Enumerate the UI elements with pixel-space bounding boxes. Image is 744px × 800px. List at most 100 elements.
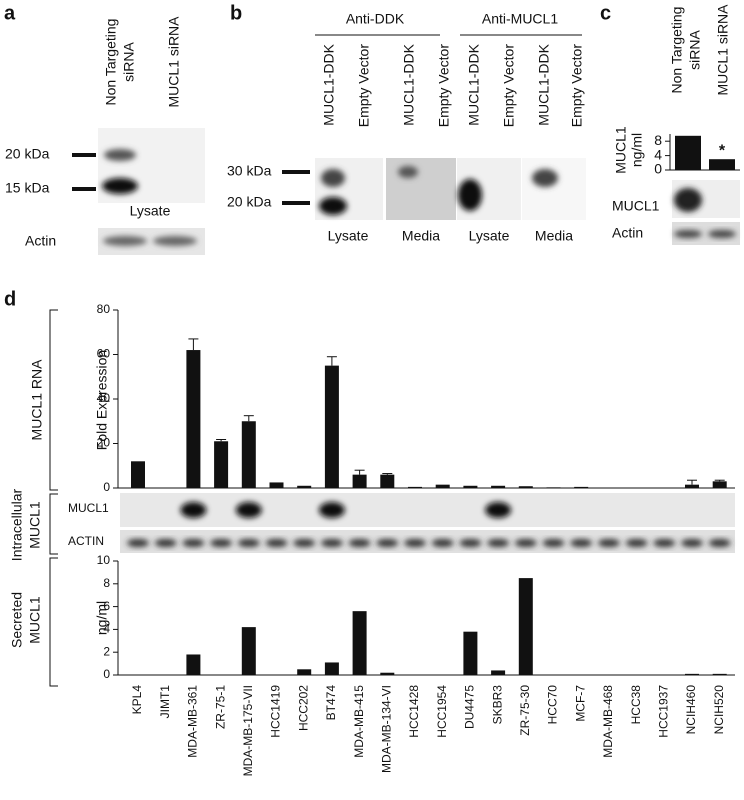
bar	[353, 475, 367, 488]
panel-label: d	[4, 288, 16, 310]
lane-label: MUCL1 siRNA	[166, 16, 182, 108]
band	[570, 539, 592, 547]
panel-a: a Non Targeting siRNA MUCL1 siRNA 20 kDa…	[4, 2, 182, 248]
band	[674, 188, 702, 212]
lane-label: MUCL1-DDK	[321, 43, 337, 125]
band	[155, 539, 177, 547]
band	[321, 539, 343, 547]
band	[543, 539, 565, 547]
band	[238, 539, 260, 547]
bar	[519, 486, 533, 488]
axis-title: MUCL1	[613, 126, 629, 174]
bar	[491, 670, 505, 675]
lane-label: MUCL1-DDK	[536, 43, 552, 125]
x-tick-label: MDA-MB-361	[186, 685, 200, 758]
blot-label: Actin	[612, 225, 643, 241]
blot-label: MUCL1	[612, 198, 660, 214]
bracket	[50, 310, 58, 686]
y-tick-label: 4	[654, 146, 662, 162]
x-tick-label: BT474	[324, 685, 338, 721]
band	[293, 539, 315, 547]
band	[319, 502, 345, 518]
marker-label: 20 kDa	[5, 146, 50, 162]
panel-label: b	[230, 2, 242, 24]
x-tick-label: ZR-75-30	[518, 685, 532, 736]
x-tick-label: JIMT1	[158, 685, 172, 719]
panel-label: a	[4, 2, 16, 24]
lane-label: Non Targeting	[103, 19, 119, 106]
group-label: Anti-DDK	[346, 11, 405, 27]
marker-label: 20 kDa	[227, 194, 272, 210]
group-label: Anti-MUCL1	[482, 11, 558, 27]
band	[376, 539, 398, 547]
band	[266, 539, 288, 547]
bar	[297, 486, 311, 488]
bar	[685, 485, 699, 488]
row-label: MUCL1	[27, 596, 43, 644]
band	[321, 169, 345, 187]
band	[104, 149, 136, 161]
lane-label: MUCL1-DDK	[401, 43, 417, 125]
bar	[436, 485, 450, 488]
x-tick-label: KPL4	[130, 685, 144, 715]
x-tick-label: MCF-7	[573, 685, 587, 722]
band	[487, 539, 509, 547]
fraction-label: Media	[402, 228, 440, 244]
band	[349, 539, 371, 547]
bar	[242, 627, 256, 675]
blot-label: Lysate	[130, 203, 171, 219]
blot-label: ACTIN	[68, 534, 104, 548]
bar	[463, 632, 477, 675]
band	[180, 502, 206, 518]
bar	[325, 366, 339, 488]
y-tick-label: 8	[103, 576, 110, 590]
bar	[325, 662, 339, 675]
x-tick-label: ZR-75-1	[213, 685, 227, 729]
band	[398, 166, 418, 178]
bar	[675, 136, 701, 170]
y-tick-label: 2	[103, 644, 110, 658]
bar	[685, 674, 699, 675]
axis-title: ng/ml	[94, 601, 110, 635]
band	[127, 539, 149, 547]
annotation: *	[719, 142, 726, 159]
bar	[353, 611, 367, 675]
y-tick-label: 0	[103, 667, 110, 681]
bar	[131, 461, 145, 488]
bar	[463, 486, 477, 488]
fraction-label: Lysate	[469, 228, 510, 244]
bar	[574, 487, 588, 488]
blot	[522, 158, 586, 220]
x-tick-label: HCC38	[629, 685, 643, 725]
band	[103, 236, 147, 246]
bar	[270, 482, 284, 488]
band	[236, 502, 262, 518]
marker-label: 30 kDa	[227, 163, 272, 179]
x-tick-label: HCC1428	[407, 685, 421, 738]
x-tick-label: NCIH460	[684, 685, 698, 735]
lane-label: MUCL1 siRNA	[715, 4, 731, 96]
axis-title: Fold Expression	[94, 350, 110, 450]
x-tick-label: HCC202	[296, 685, 310, 731]
x-tick-label: SKBR3	[490, 685, 504, 725]
bar	[297, 669, 311, 675]
x-tick-label: MDA-MB-134-VI	[379, 685, 393, 773]
bar	[713, 481, 727, 488]
bar	[186, 654, 200, 675]
band	[485, 502, 511, 518]
fraction-label: Media	[535, 228, 573, 244]
bar	[709, 159, 735, 170]
lane-label: Empty Vector	[569, 44, 585, 128]
lane-label: Empty Vector	[356, 44, 372, 128]
x-tick-label: HCC1954	[435, 685, 449, 738]
y-tick-label: 0	[654, 161, 662, 177]
y-tick-label: 10	[97, 553, 111, 567]
blot	[120, 493, 735, 527]
lane-label: Empty Vector	[501, 44, 517, 128]
blot	[386, 158, 456, 220]
x-tick-label: HCC1419	[269, 685, 283, 738]
band	[404, 539, 426, 547]
row-label: Secreted	[9, 592, 25, 648]
